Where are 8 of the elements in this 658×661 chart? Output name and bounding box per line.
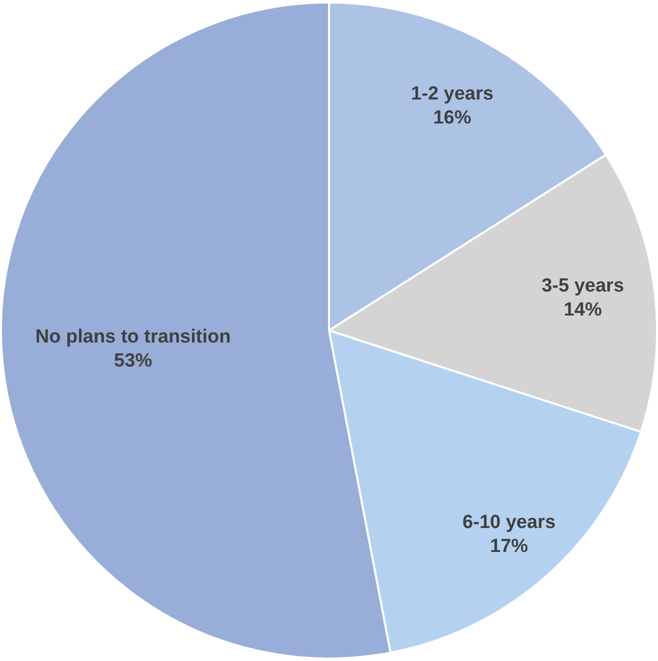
slice-label: No plans to transition xyxy=(35,326,231,348)
data-label: 17% xyxy=(490,536,528,557)
slice-label: 3-5 years xyxy=(542,276,624,297)
slice-label: 6-10 years xyxy=(462,512,556,533)
data-label: 53% xyxy=(114,350,152,372)
data-label: 14% xyxy=(564,300,602,321)
slice-label: 1-2 years xyxy=(411,84,494,105)
data-label: 16% xyxy=(433,108,472,129)
